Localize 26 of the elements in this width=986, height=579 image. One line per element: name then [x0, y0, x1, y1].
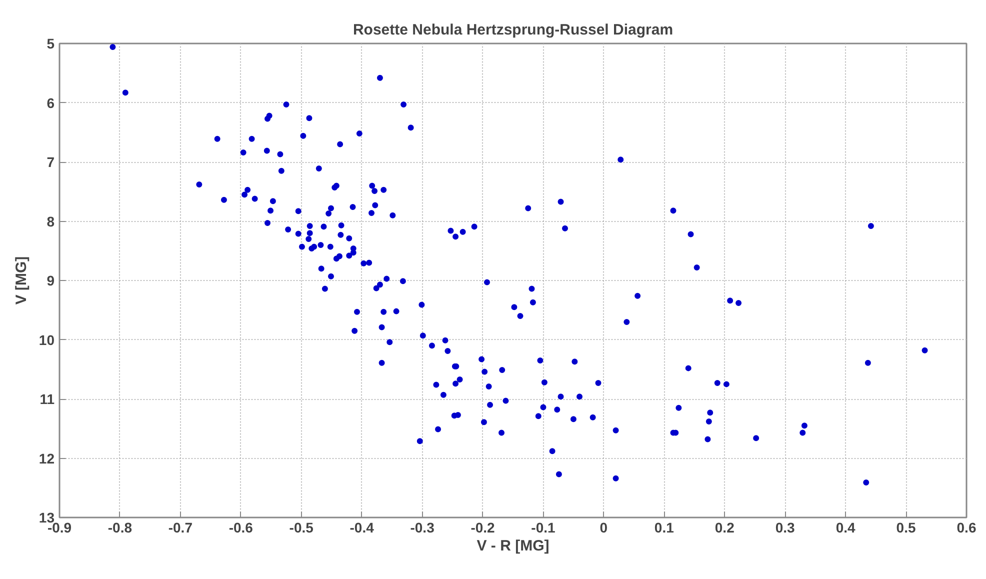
y-tick-label: 10	[38, 332, 55, 348]
x-tick-label: -0.8	[108, 520, 132, 536]
y-tick-label: 5	[46, 36, 55, 52]
y-tick-label: 8	[46, 213, 55, 230]
y-tick-label: 6	[46, 94, 55, 111]
y-tick-label: 7	[46, 154, 55, 170]
x-tick-label: -0.5	[289, 520, 314, 536]
x-tick-label: 0.5	[896, 520, 916, 536]
x-tick-label: 0	[600, 520, 608, 536]
y-tick-label: 11	[40, 391, 55, 407]
x-tick-label: -0.7	[168, 520, 193, 536]
x-tick-label: -0.4	[350, 520, 374, 536]
x-tick-label: 0.1	[654, 520, 674, 536]
x-tick-label: -0.2	[470, 520, 496, 536]
y-tick-label: 9	[46, 272, 55, 288]
x-tick-label: -0.1	[531, 520, 556, 536]
x-axis-title: V - R [MG]	[476, 538, 550, 554]
x-tick-label: 0.4	[836, 520, 856, 536]
x-tick-label: 0.6	[956, 520, 976, 536]
x-tick-label: -0.3	[410, 520, 435, 536]
x-tick-label: -0.6	[228, 520, 254, 536]
x-tick-label: 0.3	[775, 520, 796, 536]
x-tick-label: 0.2	[714, 520, 735, 536]
y-tick-label: 12	[38, 450, 55, 466]
y-axis-title: V [MG]	[12, 256, 30, 305]
chart-title: Rosette Nebula Hertzsprung-Russel Diagram	[352, 22, 674, 38]
